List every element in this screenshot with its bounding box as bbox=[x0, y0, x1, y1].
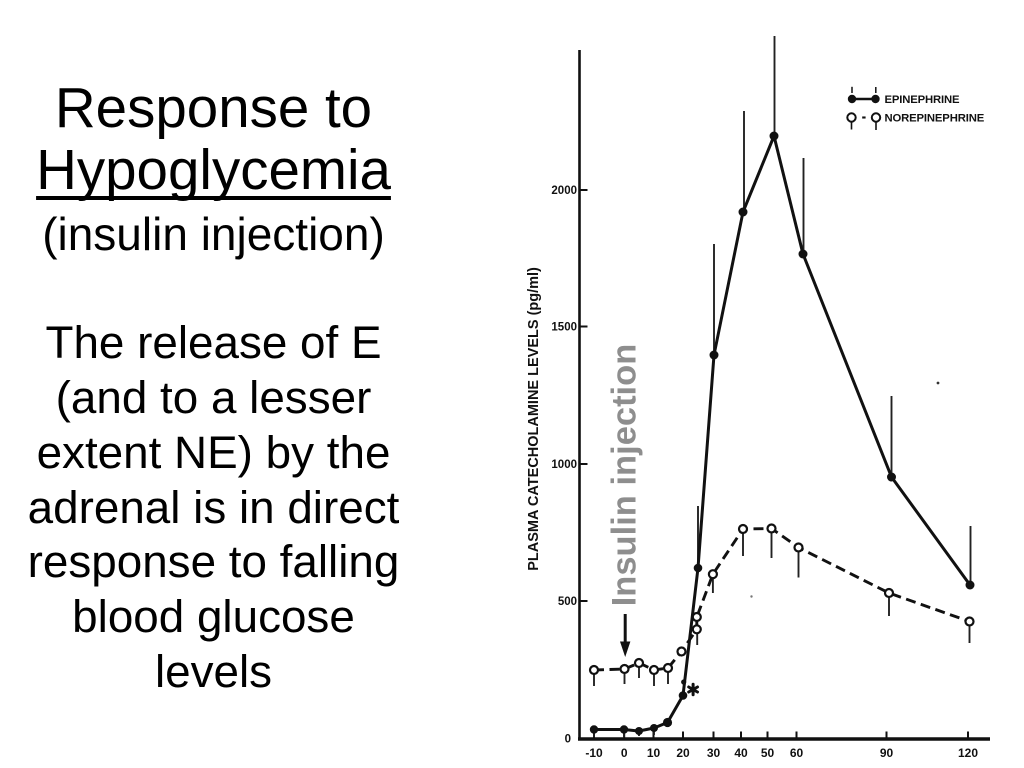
svg-text:40: 40 bbox=[734, 746, 748, 760]
svg-text:10: 10 bbox=[647, 746, 661, 760]
svg-text:NOREPINEPHRINE: NOREPINEPHRINE bbox=[885, 112, 985, 124]
svg-text:2000: 2000 bbox=[551, 185, 577, 197]
svg-text:PLASMA CATECHOLAMINE LEVELS (p: PLASMA CATECHOLAMINE LEVELS (pg/ml) bbox=[526, 267, 542, 571]
svg-text:0: 0 bbox=[565, 734, 571, 746]
svg-text:90: 90 bbox=[880, 746, 894, 760]
svg-text:30: 30 bbox=[707, 746, 721, 760]
svg-text:1000: 1000 bbox=[551, 459, 577, 471]
svg-text:1500: 1500 bbox=[551, 322, 577, 334]
svg-text:20: 20 bbox=[676, 746, 690, 760]
svg-text:0: 0 bbox=[621, 746, 628, 760]
svg-text:-10: -10 bbox=[585, 746, 603, 760]
svg-text:120: 120 bbox=[958, 746, 978, 760]
svg-text:50: 50 bbox=[761, 746, 775, 760]
svg-text:Insulin injection: Insulin injection bbox=[606, 344, 644, 607]
svg-text:60: 60 bbox=[790, 746, 804, 760]
svg-text:500: 500 bbox=[558, 596, 577, 608]
svg-text:EPINEPHRINE: EPINEPHRINE bbox=[885, 94, 961, 106]
